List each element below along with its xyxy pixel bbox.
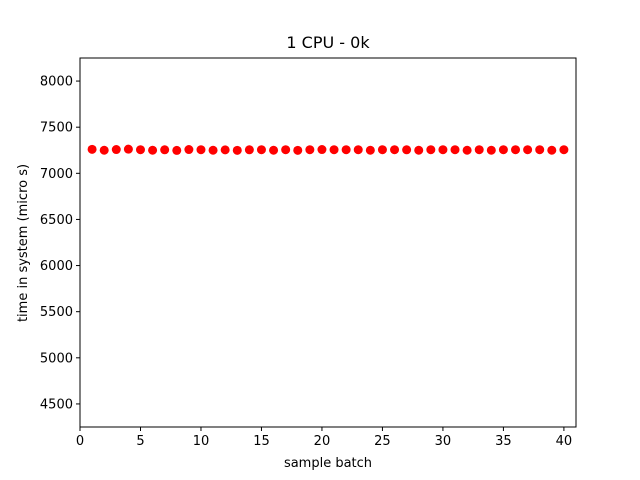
- x-tick-label: 15: [253, 434, 270, 449]
- data-point: [511, 145, 521, 155]
- y-tick-label: 7500: [40, 121, 73, 136]
- data-point: [232, 145, 242, 155]
- x-tick-label: 30: [435, 434, 452, 449]
- data-point: [305, 145, 315, 155]
- data-point: [172, 145, 182, 155]
- y-tick-label: 5000: [40, 351, 73, 366]
- data-point: [148, 145, 158, 155]
- y-tick-label: 7000: [40, 167, 73, 182]
- data-point: [341, 145, 351, 155]
- x-tick-label: 10: [193, 434, 210, 449]
- data-point: [220, 145, 230, 155]
- data-point: [426, 145, 436, 155]
- y-tick-label: 8000: [40, 75, 73, 90]
- x-tick-label: 40: [556, 434, 573, 449]
- chart-title: 1 CPU - 0k: [286, 33, 370, 52]
- data-point: [269, 145, 279, 155]
- data-point: [196, 145, 206, 155]
- data-point: [414, 145, 424, 155]
- data-point: [535, 145, 545, 155]
- data-point: [486, 145, 496, 155]
- data-point: [293, 145, 303, 155]
- data-point: [317, 145, 327, 155]
- data-point: [462, 145, 472, 155]
- data-point: [87, 144, 97, 154]
- y-tick-label: 4500: [40, 397, 73, 412]
- data-point: [377, 145, 387, 155]
- data-point: [135, 145, 145, 155]
- data-point: [474, 145, 484, 155]
- data-point: [523, 145, 533, 155]
- data-point: [281, 145, 291, 155]
- y-tick-label: 6000: [40, 259, 73, 274]
- data-point: [450, 145, 460, 155]
- data-point: [438, 145, 448, 155]
- x-tick-label: 5: [136, 434, 144, 449]
- data-point: [123, 144, 133, 154]
- data-point: [99, 145, 109, 155]
- data-point: [160, 145, 170, 155]
- data-point: [353, 145, 363, 155]
- data-point: [184, 145, 194, 155]
- x-tick-label: 25: [374, 434, 391, 449]
- data-point: [244, 145, 254, 155]
- y-axis-label: time in system (micro s): [16, 164, 31, 322]
- axes-frame: [79, 57, 577, 428]
- x-tick-label: 0: [76, 434, 84, 449]
- data-point: [402, 145, 412, 155]
- data-point: [498, 145, 508, 155]
- data-point: [329, 145, 339, 155]
- plot-area: 0 5 10 15 20 25 30 35 40 4500 5000 5500 6000 6500 7000…: [40, 57, 577, 449]
- x-tick-label: 35: [495, 434, 512, 449]
- data-point: [365, 145, 375, 155]
- data-point: [390, 145, 400, 155]
- y-tick-label: 5500: [40, 305, 73, 320]
- data-point: [111, 145, 121, 155]
- data-point: [256, 145, 266, 155]
- x-tick-label: 20: [314, 434, 331, 449]
- y-tick-label: 6500: [40, 213, 73, 228]
- data-point: [547, 145, 557, 155]
- data-point: [559, 145, 569, 155]
- x-axis-label: sample batch: [284, 456, 372, 471]
- data-point: [208, 145, 218, 155]
